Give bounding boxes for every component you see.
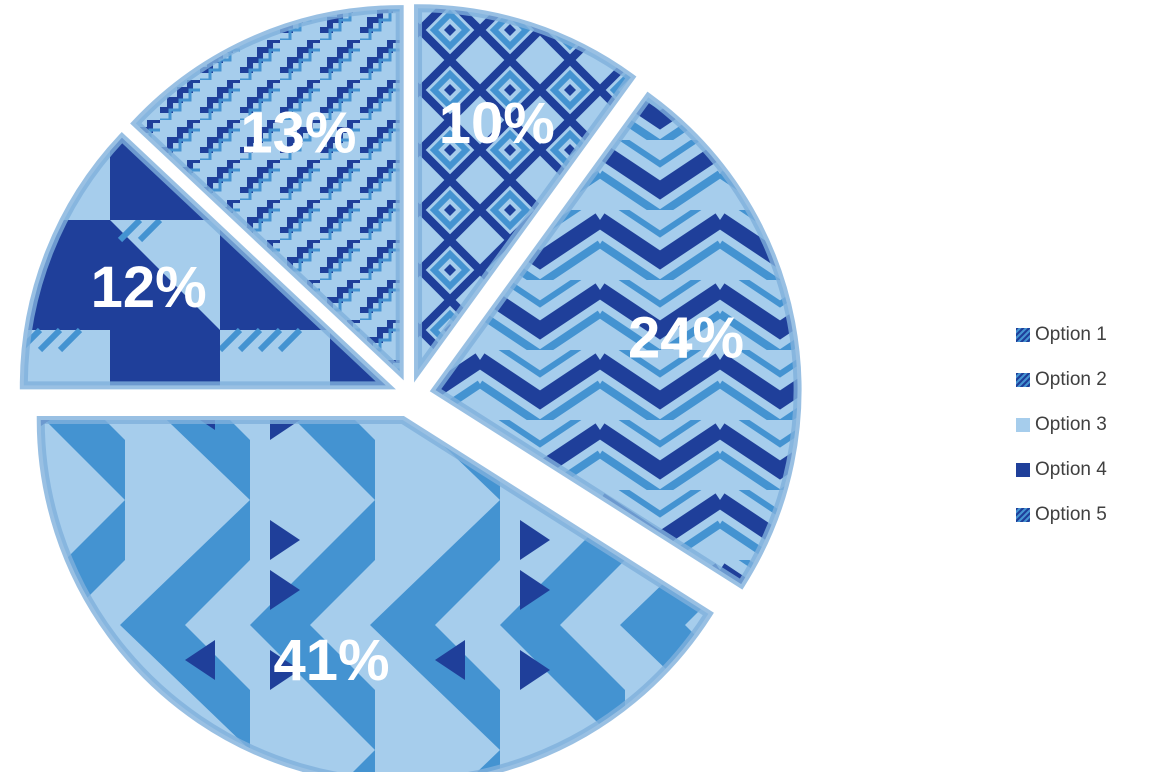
legend-item-option-1: Option 1	[1016, 312, 1107, 357]
pie-slice-option-2	[429, 91, 802, 590]
legend-swatch-option-2	[1016, 372, 1030, 387]
legend-item-option-3: Option 3	[1016, 402, 1107, 447]
pie-slice-option-1	[414, 4, 637, 383]
legend-item-option-2: Option 2	[1016, 357, 1107, 402]
data-label-option-2: 24%	[628, 306, 744, 371]
pie-slice-option-5	[130, 5, 404, 381]
legend-item-option-4: Option 4	[1016, 447, 1107, 492]
data-label-option-4: 12%	[91, 255, 207, 320]
pie-slice-option-4	[19, 131, 396, 390]
legend-label-option-3: Option 3	[1035, 413, 1107, 435]
legend-swatch-option-1	[1016, 327, 1030, 342]
legend-item-option-5: Option 5	[1016, 492, 1107, 537]
legend-label-option-1: Option 1	[1035, 323, 1107, 345]
chart-legend: Option 1 Option 2 Option 3 Option 4 Opti…	[1016, 312, 1107, 537]
legend-label-option-5: Option 5	[1035, 503, 1107, 525]
legend-swatch-option-5	[1016, 507, 1030, 522]
data-label-option-3: 41%	[274, 628, 390, 693]
legend-label-option-2: Option 2	[1035, 368, 1107, 390]
legend-swatch-option-3	[1016, 417, 1030, 432]
data-label-option-1: 10%	[439, 91, 555, 156]
data-label-option-5: 13%	[240, 100, 356, 165]
legend-swatch-option-4	[1016, 462, 1030, 477]
legend-label-option-4: Option 4	[1035, 458, 1107, 480]
pie-slice-option-3	[36, 415, 714, 772]
